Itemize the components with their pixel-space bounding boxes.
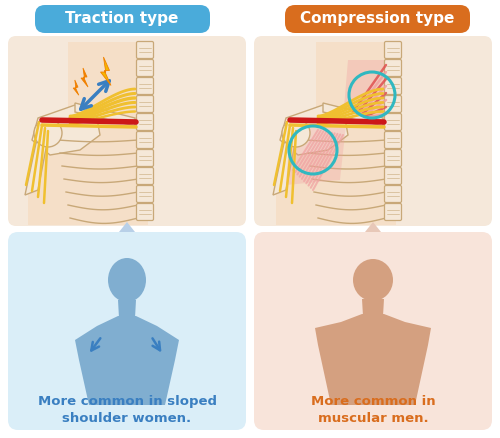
FancyBboxPatch shape <box>136 95 154 113</box>
FancyBboxPatch shape <box>8 232 246 430</box>
FancyBboxPatch shape <box>384 95 402 113</box>
Polygon shape <box>100 57 111 85</box>
FancyBboxPatch shape <box>384 113 402 131</box>
FancyBboxPatch shape <box>35 5 210 33</box>
Polygon shape <box>273 138 296 195</box>
FancyBboxPatch shape <box>136 204 154 220</box>
Text: More common in
muscular men.: More common in muscular men. <box>310 395 436 425</box>
Circle shape <box>34 119 62 147</box>
FancyBboxPatch shape <box>136 78 154 95</box>
FancyBboxPatch shape <box>254 232 492 430</box>
FancyBboxPatch shape <box>384 131 402 148</box>
Polygon shape <box>25 138 48 195</box>
Polygon shape <box>323 103 383 126</box>
Polygon shape <box>362 299 384 316</box>
FancyBboxPatch shape <box>136 42 154 59</box>
FancyBboxPatch shape <box>384 204 402 220</box>
FancyBboxPatch shape <box>136 60 154 77</box>
FancyBboxPatch shape <box>136 149 154 166</box>
FancyBboxPatch shape <box>136 186 154 202</box>
FancyBboxPatch shape <box>384 60 402 77</box>
Text: Compression type: Compression type <box>300 11 454 27</box>
Ellipse shape <box>108 258 146 302</box>
Polygon shape <box>75 103 135 126</box>
FancyBboxPatch shape <box>254 36 492 226</box>
Polygon shape <box>276 42 396 225</box>
Text: More common in sloped
shoulder women.: More common in sloped shoulder women. <box>38 395 216 425</box>
Polygon shape <box>119 222 135 232</box>
FancyBboxPatch shape <box>136 113 154 131</box>
FancyBboxPatch shape <box>384 42 402 59</box>
FancyBboxPatch shape <box>384 167 402 184</box>
Polygon shape <box>118 300 136 318</box>
Polygon shape <box>365 222 381 232</box>
Polygon shape <box>343 60 393 120</box>
Polygon shape <box>315 314 431 405</box>
Polygon shape <box>28 42 148 225</box>
Polygon shape <box>280 105 348 155</box>
Polygon shape <box>75 316 179 405</box>
Polygon shape <box>286 125 346 185</box>
Ellipse shape <box>353 259 393 301</box>
Polygon shape <box>81 68 88 87</box>
FancyBboxPatch shape <box>8 36 246 226</box>
Polygon shape <box>32 105 100 155</box>
Text: Traction type: Traction type <box>66 11 178 27</box>
Circle shape <box>282 119 310 147</box>
Polygon shape <box>73 80 79 95</box>
FancyBboxPatch shape <box>136 167 154 184</box>
FancyBboxPatch shape <box>285 5 470 33</box>
FancyBboxPatch shape <box>384 78 402 95</box>
FancyBboxPatch shape <box>136 131 154 148</box>
FancyBboxPatch shape <box>384 186 402 202</box>
FancyBboxPatch shape <box>384 149 402 166</box>
